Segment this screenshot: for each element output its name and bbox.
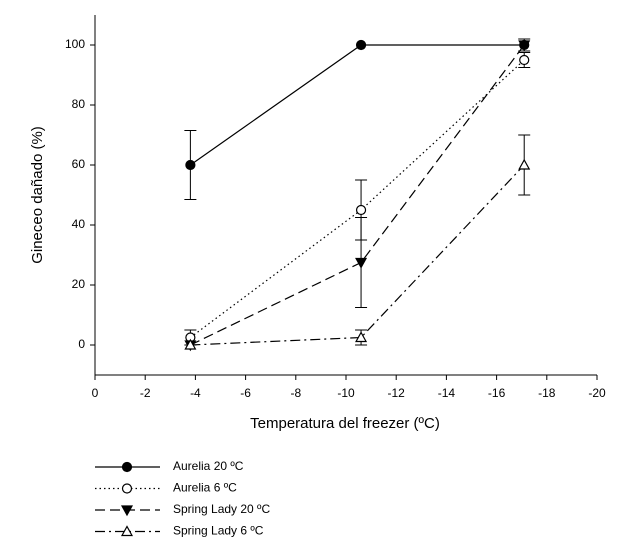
marker <box>355 331 368 343</box>
marker <box>355 204 367 216</box>
legend-label: Aurelia 6 ºC <box>173 481 237 495</box>
marker <box>518 40 531 52</box>
y-tick-label: 20 <box>72 277 86 291</box>
x-tick-label: -4 <box>190 386 201 400</box>
marker <box>355 39 367 51</box>
x-tick-label: 0 <box>92 386 99 400</box>
marker <box>121 461 133 473</box>
x-tick-label: -10 <box>337 386 355 400</box>
legend-label: Spring Lady 6 ºC <box>173 524 264 538</box>
marker <box>185 159 196 171</box>
x-tick-label: -2 <box>140 386 151 400</box>
series-line <box>190 164 525 346</box>
legend-label: Spring Lady 20 ºC <box>173 502 270 516</box>
y-tick-label: 60 <box>72 157 86 171</box>
x-tick-label: -8 <box>290 386 301 400</box>
marker <box>519 54 530 66</box>
series-line <box>190 59 525 338</box>
marker <box>121 483 133 494</box>
legend-label: Aurelia 20 ºC <box>173 459 244 473</box>
marker <box>518 158 531 170</box>
x-tick-label: -12 <box>388 386 406 400</box>
y-tick-label: 100 <box>65 37 85 51</box>
x-tick-label: -6 <box>240 386 251 400</box>
y-axis-title: Gineceo dañado (%) <box>29 126 46 264</box>
x-tick-label: -18 <box>538 386 556 400</box>
y-tick-label: 80 <box>72 97 86 111</box>
marker <box>120 525 134 537</box>
series-line <box>190 44 525 346</box>
x-axis-title: Temperatura del freezer (ºC) <box>250 415 440 432</box>
x-tick-label: -16 <box>488 386 506 400</box>
marker <box>184 338 197 350</box>
x-tick-label: -20 <box>588 386 606 400</box>
y-tick-label: 40 <box>72 217 86 231</box>
x-tick-label: -14 <box>438 386 456 400</box>
marker <box>355 257 368 269</box>
y-tick-label: 0 <box>78 337 85 351</box>
series-line <box>190 44 525 166</box>
marker <box>120 505 134 517</box>
